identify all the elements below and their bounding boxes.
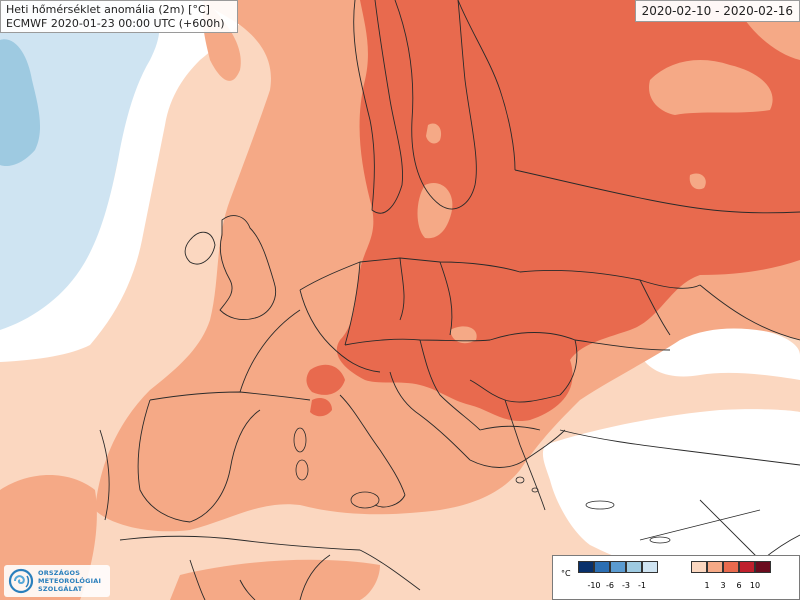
- legend-tick-pos-1: 1: [704, 581, 710, 590]
- anomaly-plus6-zone: [306, 0, 800, 422]
- logo-text: ORSZÁGOS METEOROLÓGIAI SZOLGÁLAT: [38, 569, 101, 593]
- logo-line-2: METEOROLÓGIAI: [38, 577, 102, 585]
- country-borders: [99, 0, 800, 600]
- legend-tick-neg-6: -6: [606, 581, 614, 590]
- anomaly-light-blue-zone: [0, 0, 179, 362]
- logo-line-3: SZOLGÁLAT: [38, 585, 83, 593]
- legend-tick-neg-10: -10: [587, 581, 601, 590]
- map-title: Heti hőmérséklet anomália (2m) [°C]: [6, 3, 210, 16]
- map-title-box: Heti hőmérséklet anomália (2m) [°C] ECMW…: [0, 0, 238, 33]
- legend-tick-neg-1: -1: [638, 581, 646, 590]
- legend-swatch-pos-2: [707, 561, 723, 573]
- legend-swatch-neg-5: [642, 561, 658, 573]
- legend-swatch-pos-5: [755, 561, 771, 573]
- forecast-date-range: 2020-02-10 - 2020-02-16: [634, 0, 800, 22]
- legend-tick-pos-6: 6: [736, 581, 742, 590]
- swirl-logo-icon: [8, 568, 34, 594]
- legend-swatch-neg-2: [594, 561, 610, 573]
- legend-tick-pos-10: 10: [749, 581, 761, 590]
- legend-swatch-pos-1: [691, 561, 707, 573]
- model-run-info: ECMWF 2020-01-23 00:00 UTC (+600h): [6, 17, 225, 30]
- legend-tick-neg-3: -3: [622, 581, 630, 590]
- legend-swatch-pos-3: [723, 561, 739, 573]
- logo-line-1: ORSZÁGOS: [38, 569, 81, 577]
- legend-swatch-neg-1: [578, 561, 594, 573]
- legend-swatch-pos-4: [739, 561, 755, 573]
- omsz-logo: ORSZÁGOS METEOROLÓGIAI SZOLGÁLAT: [4, 565, 110, 597]
- color-legend: °C -10 -6 -3 -1 1 3 6 10: [552, 555, 800, 600]
- islands: [293, 427, 671, 544]
- legend-swatch-neg-3: [610, 561, 626, 573]
- legend-swatch-neg-4: [626, 561, 642, 573]
- legend-unit: °C: [561, 569, 571, 578]
- legend-tick-pos-3: 3: [720, 581, 726, 590]
